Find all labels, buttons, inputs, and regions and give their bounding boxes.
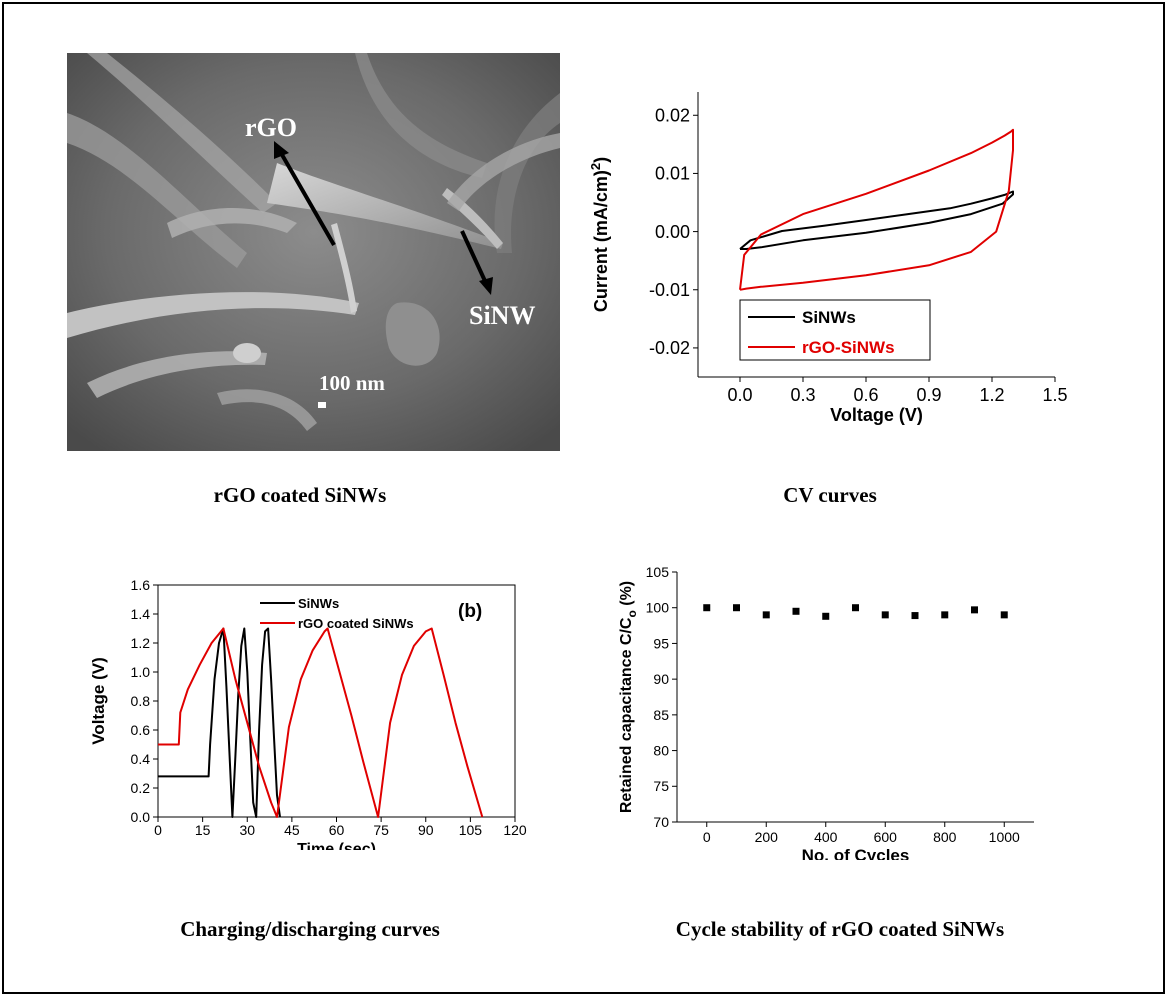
- y-tick-label: 80: [653, 742, 669, 758]
- y-axis-title: Retained capacitance C/Co (%): [618, 581, 639, 813]
- cv-chart-panel: 0.0 0.3 0.6 0.9 1.2 1.5 -0.02 -0.01 0.00 0.01 0.02…: [580, 80, 1080, 460]
- sem-image-panel: rGO SiNW 100 nm: [67, 53, 560, 451]
- data-point: [703, 604, 711, 612]
- x-tick-label: 1000: [989, 829, 1020, 845]
- x-tick-label: 0.9: [916, 385, 941, 405]
- y-axis-title-unit: (%): [618, 581, 635, 610]
- gcd-series-rGO coated SiNWs: [158, 627, 484, 818]
- sem-label-rgo: rGO: [245, 113, 297, 142]
- x-axis-title: Time (sec): [297, 841, 376, 850]
- y-tick-label: 1.0: [131, 664, 151, 680]
- legend-label-SiNWs: SiNWs: [802, 308, 856, 327]
- cv-series-SiNWs: [739, 190, 1014, 250]
- y-axis-title-subscript: o: [625, 610, 639, 617]
- x-tick-label: 90: [418, 822, 434, 838]
- panel-label: (b): [458, 601, 482, 622]
- data-point: [762, 611, 770, 619]
- x-axis-title: Voltage (V): [830, 405, 923, 425]
- data-point: [852, 604, 859, 612]
- y-tick-label: 100: [646, 600, 670, 616]
- data-point: [733, 604, 740, 612]
- data-point: [792, 607, 800, 615]
- x-tick-label: 200: [755, 829, 779, 845]
- data-point: [822, 612, 830, 620]
- caption-gcd: Charging/discharging curves: [180, 917, 440, 941]
- cv-legend-box: [739, 299, 931, 361]
- x-tick-label: 0.6: [853, 385, 878, 405]
- y-tick-label: 0.00: [655, 222, 690, 242]
- data-point: [881, 611, 889, 619]
- data-point: [1000, 611, 1008, 619]
- y-axis-title: Voltage (V): [89, 657, 108, 745]
- y-tick-label: 85: [653, 707, 669, 723]
- scale-bar: [318, 402, 326, 408]
- x-tick-label: 105: [459, 822, 483, 838]
- y-tick-label: 0.0: [131, 809, 151, 825]
- x-tick-label: 0.0: [727, 385, 752, 405]
- data-point: [941, 611, 949, 619]
- x-tick-label: 30: [239, 822, 255, 838]
- x-tick-label: 45: [284, 822, 300, 838]
- y-tick-label: 75: [653, 778, 669, 794]
- x-tick-label: 60: [329, 822, 345, 838]
- y-tick-label: 90: [653, 671, 669, 687]
- gcd-series-SiNWs: [158, 627, 281, 818]
- caption-cycle: Cycle stability of rGO coated SiNWs: [675, 917, 1005, 941]
- cv-chart: 0.0 0.3 0.6 0.9 1.2 1.5 -0.02 -0.01 0.00 0.01 0.02…: [588, 92, 1068, 425]
- x-tick-label: 120: [503, 822, 527, 838]
- gcd-chart: 0 15 30 45 60 75 90 105 120 0.0 0.2 0.4 0.6 0.8 1.0 1.2…: [89, 577, 527, 858]
- y-tick-label: 0.01: [655, 164, 690, 184]
- x-tick-label: 75: [373, 822, 389, 838]
- legend-label-SiNWs: SiNWs: [298, 596, 339, 611]
- y-tick-label: 1.6: [131, 577, 151, 593]
- data-point: [971, 606, 978, 614]
- x-axis-title: No. of Cycles: [802, 846, 910, 860]
- x-tick-label: 15: [195, 822, 211, 838]
- x-tick-label: 0: [703, 829, 711, 845]
- gcd-chart-panel: 0 15 30 45 60 75 90 105 120 0.0 0.2 0.4 0.6 0.8 1.0 1.2…: [80, 565, 540, 858]
- caption-cv: CV curves: [783, 483, 877, 507]
- y-tick-label: 1.2: [131, 635, 151, 651]
- y-tick-label: 0.02: [655, 106, 690, 126]
- y-tick-label: 0.4: [131, 751, 151, 767]
- y-tick-label: -0.01: [649, 280, 690, 300]
- x-tick-label: 1.2: [979, 385, 1004, 405]
- cycle-chart-panel: 0 200 400 600 800 1000 70 75 80 85 90 95 100 105 No. o…: [605, 560, 1075, 865]
- y-axis-title: Current (mA/cm)2): [588, 157, 611, 312]
- y-tick-label: 0.6: [131, 722, 151, 738]
- x-tick-label: 1.5: [1042, 385, 1067, 405]
- data-point: [911, 612, 919, 620]
- legend-label-rGO-SiNWs: rGO-SiNWs: [802, 338, 895, 357]
- y-tick-label: 105: [646, 564, 670, 580]
- y-tick-label: -0.02: [649, 338, 690, 358]
- legend-label-rGO coated SiNWs: rGO coated SiNWs: [298, 616, 414, 631]
- x-tick-label: 800: [933, 829, 957, 845]
- y-tick-label: 0.8: [131, 693, 151, 709]
- y-axis-title-close: ): [591, 157, 611, 163]
- y-axis-title-superscript: 2: [588, 163, 603, 170]
- x-tick-label: 400: [814, 829, 838, 845]
- x-tick-label: 0.3: [790, 385, 815, 405]
- x-tick-label: 600: [874, 829, 898, 845]
- y-tick-label: 0.2: [131, 780, 151, 796]
- cv-legend: SiNWs rGO-SiNWs: [739, 299, 931, 361]
- x-tick-label: 0: [154, 822, 162, 838]
- y-tick-label: 1.4: [131, 606, 151, 622]
- sem-scale-label: 100 nm: [319, 371, 385, 395]
- y-tick-label: 70: [653, 814, 669, 830]
- cycle-chart: 0 200 400 600 800 1000 70 75 80 85 90 95 100 105 No. o…: [618, 564, 1034, 865]
- sem-label-sinw: SiNW: [469, 301, 536, 330]
- y-tick-label: 95: [653, 635, 669, 651]
- sem-micrograph: [67, 53, 560, 451]
- cv-series-rGO-SiNWs: [739, 128, 1014, 291]
- caption-sem: rGO coated SiNWs: [213, 483, 387, 507]
